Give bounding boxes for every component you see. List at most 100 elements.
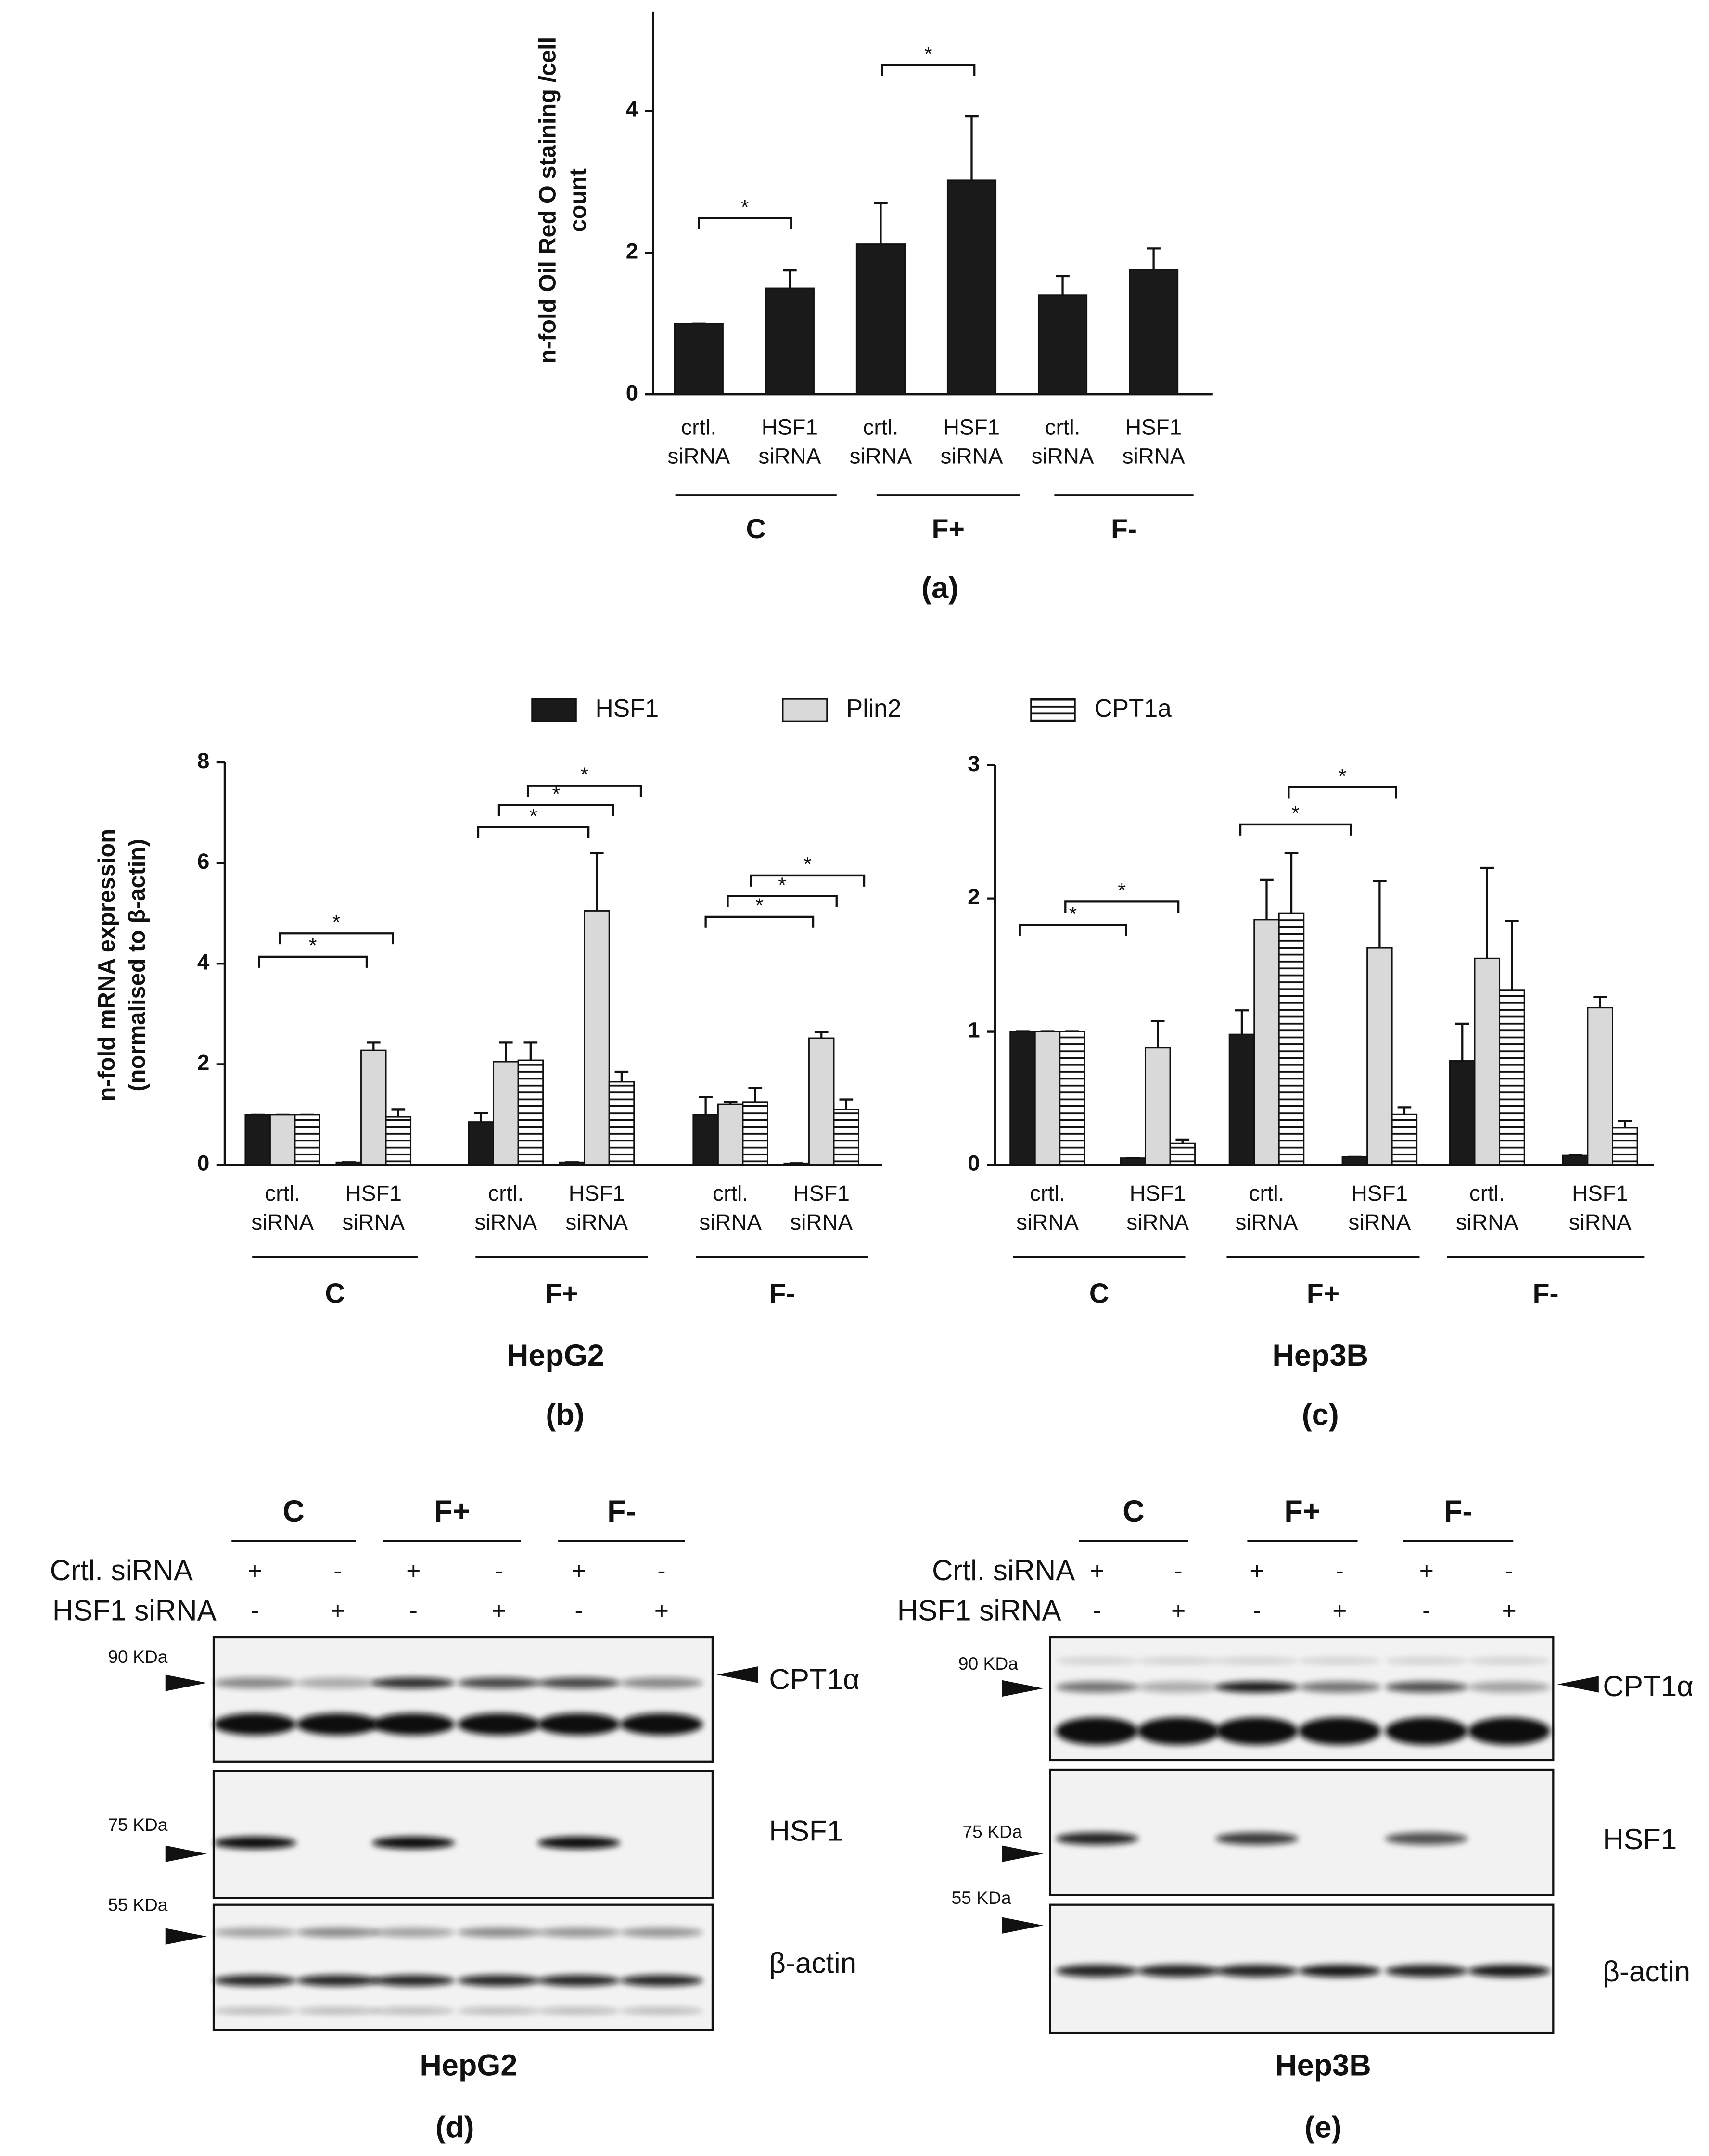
- marker-arrow: [165, 1928, 207, 1945]
- significance-bracket: [1019, 924, 1127, 936]
- marker-label: 90 KDa: [958, 1653, 1018, 1674]
- significance-bracket: [258, 955, 368, 968]
- blot-sign: +: [331, 1597, 345, 1624]
- significance-star: *: [741, 196, 749, 219]
- bar: [244, 1114, 271, 1166]
- blot-group-label: F+: [1284, 1495, 1320, 1528]
- blot-band: [372, 1836, 455, 1849]
- blot-band: [372, 2007, 455, 2015]
- y-tick-label: 0: [626, 380, 638, 405]
- blot-background: [214, 1637, 713, 1762]
- y-tick-label: 2: [626, 239, 638, 263]
- blot-band: [1467, 1717, 1551, 1745]
- y-axis-label-box: n-fold Oil Red O staining /cell count: [535, 37, 591, 364]
- bar: [674, 323, 724, 395]
- x-tick-label-box: crtl. siRNA: [1032, 417, 1094, 469]
- marker-arrow: [1002, 1845, 1044, 1862]
- blot-band: [458, 1677, 540, 1688]
- blot-band: [372, 1677, 455, 1688]
- blot-background: [1050, 1637, 1554, 1760]
- blot-band: [1385, 1832, 1468, 1845]
- blot-frame: [212, 1770, 714, 1899]
- bar: [1366, 947, 1393, 1166]
- legend-label: CPT1a: [1094, 694, 1172, 722]
- x-tick-label: HSF1 siRNA: [758, 417, 821, 469]
- blot-sign: -: [1505, 1557, 1513, 1585]
- blot-band: [537, 1927, 621, 1938]
- bar: [1129, 269, 1179, 395]
- x-tick-label: crtl. siRNA: [1016, 1182, 1079, 1235]
- blot-sign: +: [248, 1557, 262, 1585]
- protein-arrow: [716, 1666, 758, 1683]
- blot-sign: +: [406, 1557, 421, 1585]
- y-tick-label: 4: [626, 97, 638, 121]
- blot-band: [1467, 1657, 1551, 1664]
- marker-label: 90 KDa: [108, 1647, 167, 1667]
- blot-band: [1215, 1657, 1299, 1664]
- significance-bracket: [1288, 786, 1397, 799]
- significance-bracket: [750, 874, 866, 887]
- x-tick-label: HSF1 siRNA: [1126, 1182, 1189, 1235]
- blot-sign: -: [1093, 1597, 1101, 1624]
- bar: [1059, 1031, 1085, 1166]
- x-tick-label: HSF1 siRNA: [790, 1182, 853, 1235]
- blot-sign: +: [654, 1597, 669, 1624]
- group-label: C: [746, 514, 765, 545]
- significance-bracket: [497, 804, 614, 816]
- significance-star: *: [1118, 879, 1126, 902]
- x-tick-label-box: crtl. siRNA: [1016, 1182, 1079, 1235]
- blot-band: [1385, 1681, 1468, 1693]
- x-tick-label: crtl. siRNA: [251, 1182, 314, 1235]
- significance-bracket: [727, 895, 838, 907]
- blot-band: [214, 1713, 296, 1736]
- significance-bracket: [881, 64, 976, 76]
- x-tick-label: HSF1 siRNA: [1569, 1182, 1632, 1235]
- blot-sign: +: [1250, 1557, 1264, 1585]
- blot-background: [1050, 1769, 1554, 1895]
- significance-star: *: [332, 911, 341, 934]
- group-label: F+: [932, 514, 965, 545]
- bar: [1169, 1142, 1196, 1166]
- significance-bracket: [279, 932, 394, 945]
- significance-star: *: [529, 805, 537, 828]
- y-axis-label-box: n-fold mRNA expression (normalised to β-…: [93, 828, 151, 1102]
- bar: [1037, 294, 1088, 395]
- bar: [808, 1037, 835, 1166]
- significance-star: *: [755, 894, 764, 917]
- y-tick-label: 1: [968, 1018, 980, 1042]
- blot-group-label: C: [1122, 1495, 1145, 1528]
- bar: [1449, 1060, 1476, 1166]
- y-axis-label: n-fold mRNA expression (normalised to β-…: [93, 828, 151, 1102]
- protein-label: β-actin: [1603, 1955, 1690, 1988]
- y-axis-label: n-fold Oil Red O staining /cell count: [535, 37, 591, 364]
- significance-bracket: [704, 915, 815, 928]
- blot-cell-line: HepG2: [420, 2048, 517, 2082]
- blot-sign: +: [1332, 1597, 1347, 1624]
- blot-frame: [212, 1903, 714, 2031]
- bar: [269, 1114, 296, 1166]
- x-tick-label: crtl. siRNA: [667, 417, 730, 469]
- blot-background: [214, 1771, 713, 1898]
- marker-label: 55 KDa: [951, 1888, 1011, 1908]
- bar: [1562, 1154, 1589, 1166]
- group-label: C: [1089, 1279, 1109, 1309]
- legend-label: Plin2: [846, 694, 902, 722]
- bar: [1278, 912, 1305, 1166]
- x-tick-label-box: crtl. siRNA: [1456, 1183, 1518, 1235]
- protein-label: β-actin: [769, 1947, 856, 1979]
- blot-band: [620, 1677, 703, 1688]
- group-label: F-: [1111, 514, 1137, 545]
- bar: [584, 910, 610, 1166]
- blot-panel: [212, 1903, 714, 2031]
- blot-band: [1137, 1717, 1220, 1745]
- blot-sign: +: [572, 1557, 586, 1585]
- blot-band: [1385, 1657, 1468, 1664]
- blot-row-label: HSF1 siRNA: [897, 1594, 1061, 1626]
- bar: [493, 1061, 519, 1166]
- significance-star: *: [1339, 765, 1347, 788]
- blot-sign: -: [575, 1597, 583, 1624]
- significance-bracket: [698, 217, 792, 229]
- blot-band: [620, 2007, 703, 2015]
- blot-band: [296, 1927, 379, 1938]
